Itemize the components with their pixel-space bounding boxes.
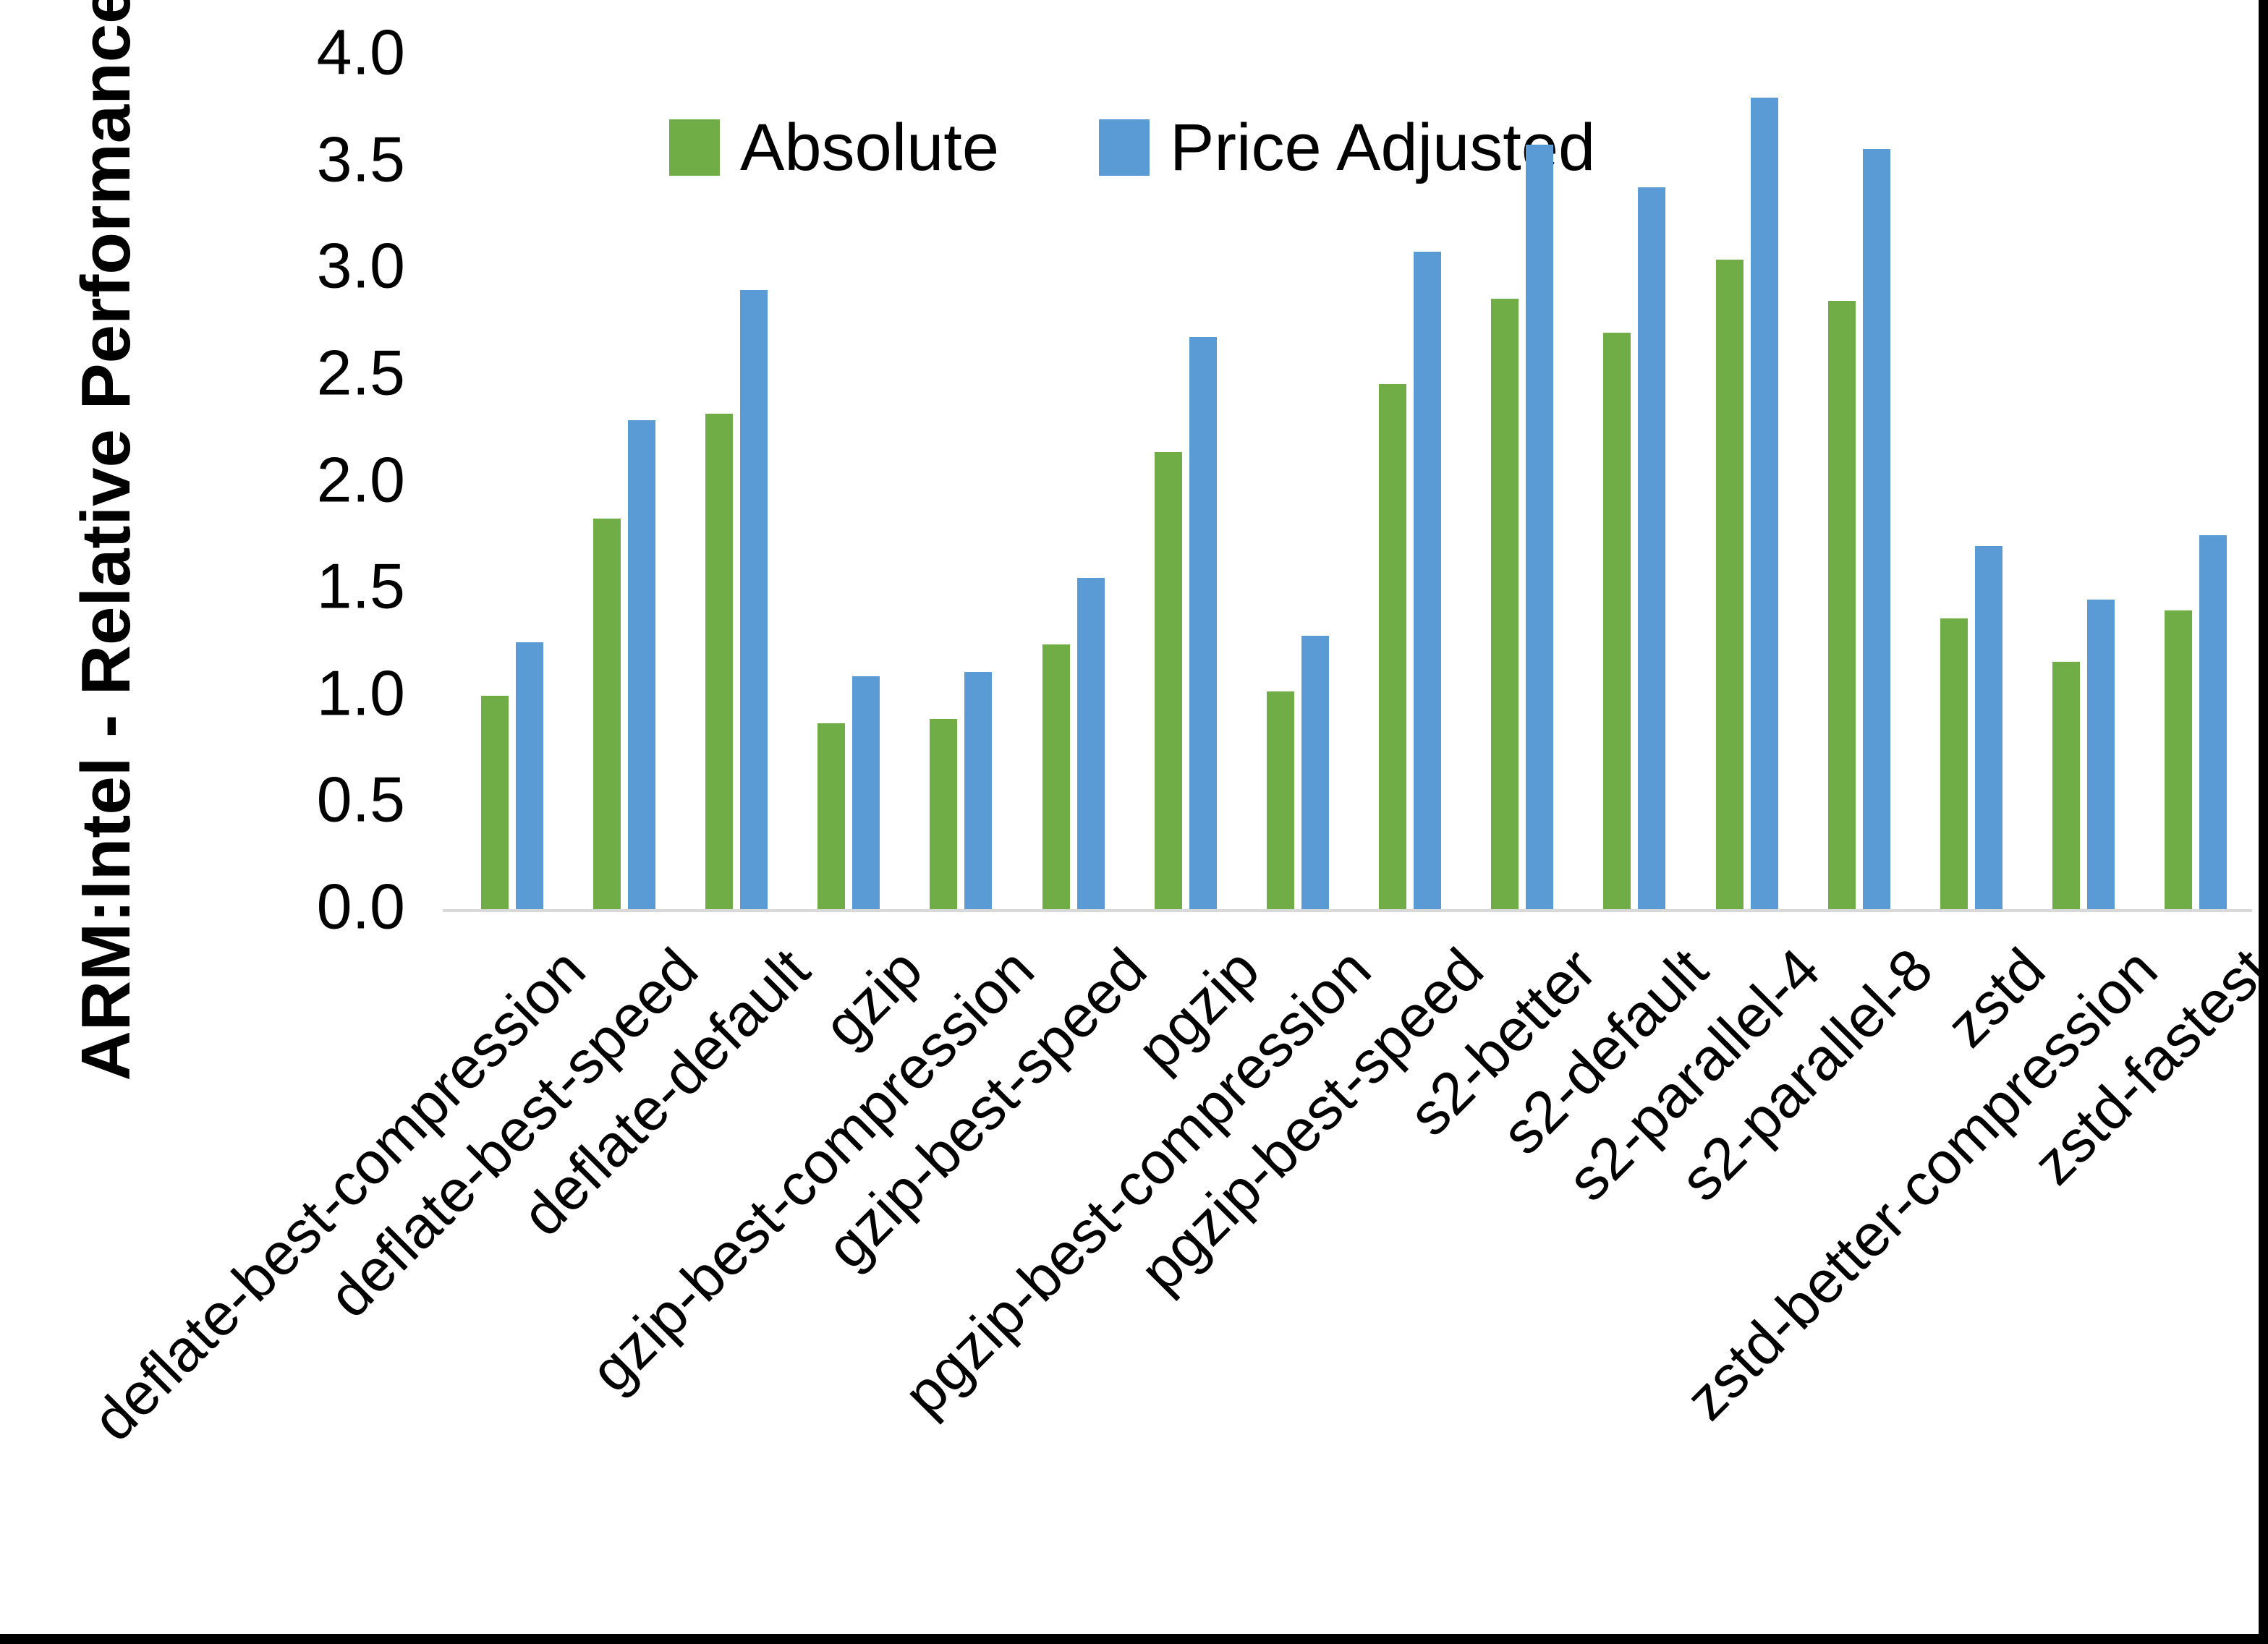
x-axis-line: [443, 909, 2252, 912]
y-axis-tick-label: 4.0: [316, 16, 405, 88]
bar-absolute-deflate-best-compression: [480, 695, 509, 909]
legend-item-price-adjusted: Price Adjusted: [1099, 114, 1595, 181]
bar-price-adjusted-pgzip-best-compression: [1301, 636, 1329, 909]
bar-price-adjusted-deflate-best-compression: [515, 642, 543, 909]
bar-absolute-deflate-best-speed: [593, 518, 621, 909]
y-axis-title: ARM:Intel - Relative Performance: [67, 0, 145, 1081]
bar-price-adjusted-s2-better: [1526, 145, 1554, 909]
bar-price-adjusted-zstd: [1975, 546, 2003, 909]
legend-swatch-price-adjusted-icon: [1099, 119, 1150, 176]
y-axis-tick-label: 0.0: [316, 870, 405, 942]
legend: Absolute Price Adjusted: [669, 114, 1595, 181]
y-axis-tick-label: 2.0: [316, 443, 405, 515]
bar-absolute-zstd-better-compression: [2052, 661, 2081, 909]
bar-absolute-gzip-best-compression: [930, 719, 958, 909]
legend-swatch-absolute-icon: [669, 119, 720, 176]
bar-absolute-s2-parallel-8: [1827, 300, 1856, 909]
y-axis-tick-label: 3.0: [316, 229, 405, 302]
y-axis-tick-label: 3.5: [316, 123, 405, 195]
bar-absolute-s2-parallel-4: [1715, 260, 1744, 909]
bar-price-adjusted-s2-parallel-4: [1750, 98, 1778, 909]
legend-label-absolute: Absolute: [740, 111, 1000, 184]
bar-absolute-pgzip-best-compression: [1266, 691, 1294, 909]
bar-absolute-gzip: [817, 723, 846, 909]
screenshot-bottom-border: [0, 1634, 2268, 1644]
bar-price-adjusted-pgzip: [1189, 336, 1217, 909]
bar-absolute-pgzip: [1154, 452, 1182, 909]
bar-price-adjusted-deflate-default: [739, 289, 768, 909]
bar-price-adjusted-pgzip-best-speed: [1414, 251, 1442, 909]
bar-absolute-gzip-best-speed: [1042, 644, 1070, 909]
bar-price-adjusted-gzip-best-compression: [964, 672, 993, 909]
legend-label-price-adjusted: Price Adjusted: [1170, 111, 1596, 184]
y-axis-tick-label: 1.5: [316, 550, 405, 622]
bar-absolute-pgzip-best-speed: [1379, 383, 1407, 909]
bar-price-adjusted-zstd-better-compression: [2087, 599, 2115, 909]
bar-absolute-zstd: [1940, 618, 1968, 909]
bar-absolute-s2-better: [1491, 298, 1519, 909]
screenshot-right-border: [2259, 0, 2268, 1644]
y-axis-tick-label: 0.5: [316, 763, 405, 835]
bar-absolute-deflate-default: [705, 414, 733, 909]
bar-absolute-s2-default: [1603, 332, 1631, 909]
bar-price-adjusted-gzip: [852, 676, 880, 909]
bar-price-adjusted-gzip-best-speed: [1076, 578, 1105, 909]
bar-absolute-zstd-fastest: [2165, 610, 2193, 909]
bar-price-adjusted-s2-default: [1638, 187, 1666, 909]
y-axis-tick-label: 1.0: [316, 657, 405, 729]
bar-price-adjusted-deflate-best-speed: [627, 419, 655, 909]
bar-price-adjusted-zstd-fastest: [2199, 535, 2227, 909]
y-axis-tick-label: 2.5: [316, 336, 405, 409]
legend-item-absolute: Absolute: [669, 114, 999, 181]
bar-price-adjusted-s2-parallel-8: [1862, 148, 1890, 909]
